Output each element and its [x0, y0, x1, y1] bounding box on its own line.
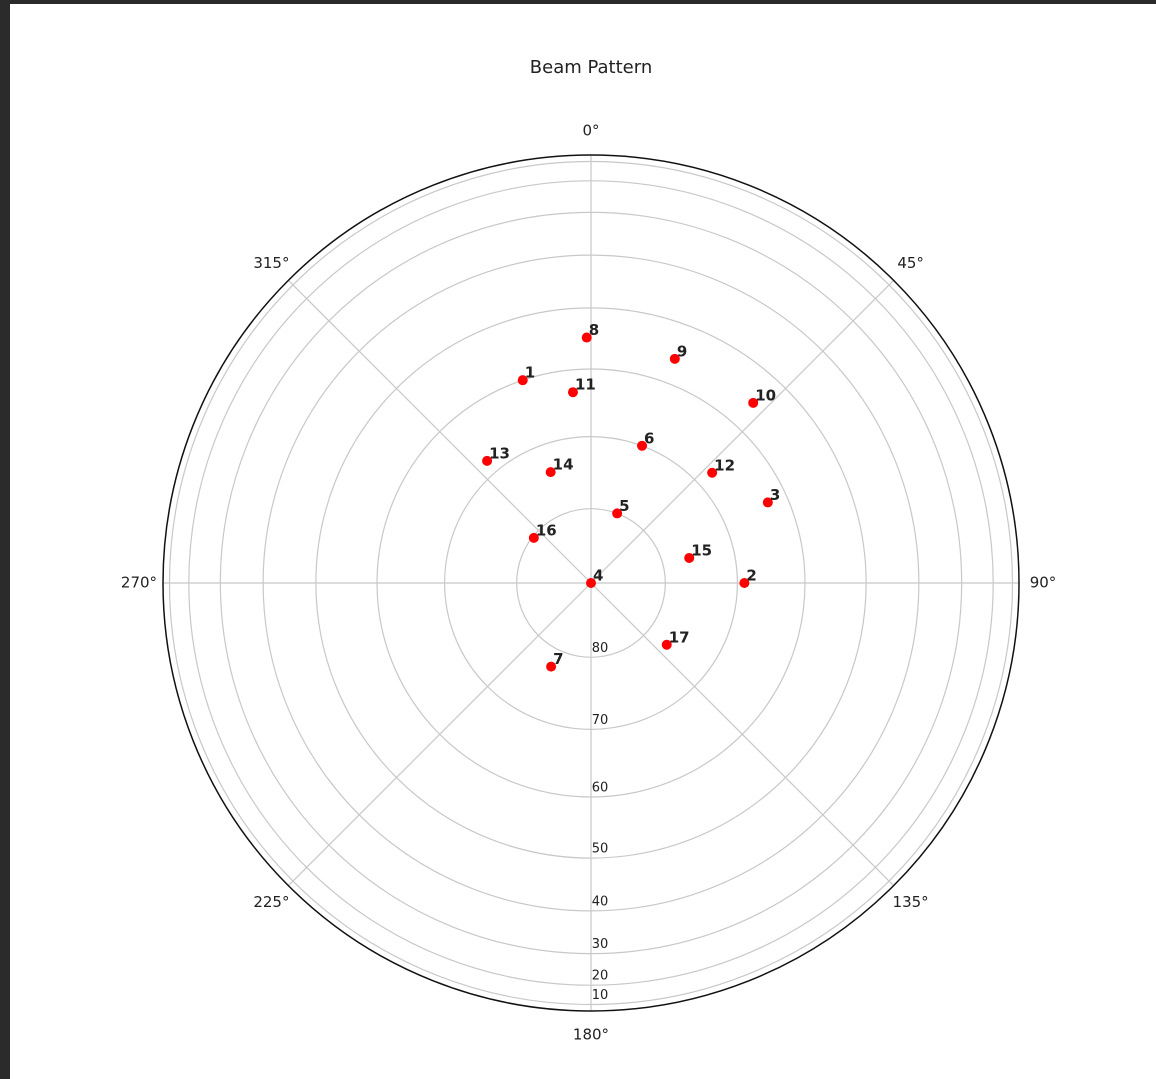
- radial-grid-line: [168, 160, 1014, 1006]
- r-tick-label: 50: [592, 842, 609, 857]
- point-label: 3: [770, 486, 780, 504]
- r-tick-label: 80: [592, 641, 609, 656]
- window-frame-left: [0, 0, 10, 1079]
- point-label: 15: [691, 541, 712, 559]
- r-tick-label: 30: [592, 937, 609, 952]
- polar-spine: [162, 154, 1020, 1012]
- point-label: 12: [714, 456, 735, 474]
- radial-grid-line: [444, 436, 738, 730]
- point-label: 16: [536, 521, 557, 539]
- radial-grid-line: [516, 508, 666, 658]
- point-label: 2: [746, 567, 756, 585]
- r-tick-label: 10: [592, 988, 609, 1003]
- point: [684, 552, 695, 563]
- chart-title: Beam Pattern: [530, 57, 652, 78]
- r-tick-label: 60: [592, 781, 609, 796]
- point: [669, 353, 680, 364]
- point: [739, 578, 750, 588]
- point-label: 1: [525, 364, 535, 382]
- point: [762, 497, 773, 508]
- point: [567, 387, 578, 398]
- point: [528, 532, 539, 543]
- point: [661, 639, 672, 650]
- r-tick-label: 40: [592, 894, 609, 909]
- point: [545, 467, 556, 478]
- point: [612, 508, 623, 519]
- point-label: 17: [669, 628, 690, 646]
- point: [517, 375, 528, 386]
- radial-grid-line: [315, 307, 867, 859]
- point-label: 13: [489, 444, 510, 462]
- point-label: 5: [619, 497, 629, 515]
- radial-grid-line: [219, 211, 963, 955]
- theta-tick-label: 270°: [121, 574, 157, 592]
- radial-grid-line: [376, 368, 806, 798]
- window-frame-top: [0, 0, 1156, 4]
- point: [546, 661, 557, 672]
- r-tick-label: 20: [592, 969, 609, 984]
- point-label: 11: [575, 376, 596, 394]
- point-label: 14: [553, 456, 574, 474]
- theta-tick-label: 225°: [253, 893, 289, 911]
- point: [586, 578, 596, 588]
- theta-tick-label: 135°: [893, 893, 929, 911]
- theta-tick-label: 0°: [582, 122, 599, 140]
- point: [707, 467, 718, 478]
- point-label: 8: [589, 321, 599, 339]
- theta-tick-label: 315°: [253, 254, 289, 272]
- radial-grid-line: [262, 254, 920, 912]
- point-label: 7: [553, 650, 563, 668]
- point-label: 4: [593, 567, 603, 585]
- point: [637, 440, 648, 451]
- theta-tick-label: 90°: [1030, 574, 1057, 592]
- theta-tick-label: 45°: [897, 254, 924, 272]
- r-tick-label: 70: [592, 713, 609, 728]
- theta-tick-label: 180°: [573, 1026, 609, 1044]
- point: [748, 397, 759, 408]
- radial-grid-line: [188, 180, 994, 986]
- point-label: 9: [677, 342, 687, 360]
- point: [581, 332, 592, 343]
- point-label: 10: [755, 386, 776, 404]
- point-label: 6: [644, 429, 654, 447]
- point: [482, 455, 493, 466]
